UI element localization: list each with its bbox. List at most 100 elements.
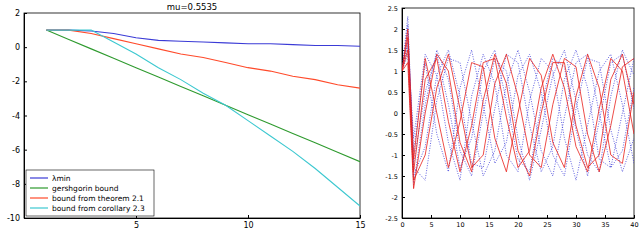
series-line [402, 16, 634, 180]
y-tick: 1.5 [388, 47, 405, 55]
y-tick: 0 [15, 43, 27, 52]
y-tick-mark [24, 116, 27, 117]
x-tick-mark [460, 215, 461, 218]
y-tick: -2 [392, 194, 405, 202]
y-tick-mark [402, 218, 405, 219]
y-tick-label: 1 [394, 68, 398, 76]
plot-area [402, 16, 634, 188]
x-axis-line [25, 218, 361, 219]
x-tick: 20 [514, 215, 522, 229]
y-tick-label: -8 [12, 180, 20, 189]
y-tick: -0.5 [385, 131, 405, 139]
plot-frame [402, 8, 634, 218]
series-line [46, 30, 360, 46]
legend-swatch [30, 187, 48, 188]
x-tick-label: 5 [429, 221, 433, 229]
legend-label: gershgorin bound [52, 184, 119, 193]
y-axis: -10 -8 -6 -4 -2 0 2 [7, 9, 27, 223]
x-tick: 10 [243, 215, 253, 230]
x-tick: 15 [485, 215, 493, 229]
y-tick: -2 [12, 77, 27, 86]
x-tick-mark [605, 215, 606, 218]
y-tick-label: -6 [12, 146, 20, 155]
y-tick-mark [402, 113, 405, 114]
x-tick-label: 40 [630, 221, 638, 229]
y-tick-label: -2.5 [385, 215, 398, 223]
x-tick: 5 [134, 215, 139, 230]
y-tick-mark [402, 197, 405, 198]
x-tick: 10 [456, 215, 464, 229]
y-tick-label: -10 [7, 214, 20, 223]
y-tick-label: -0.5 [385, 131, 398, 139]
y-tick-mark [24, 13, 27, 14]
x-tick: 25 [543, 215, 551, 229]
y-tick: -8 [12, 180, 27, 189]
y-tick-label: 0.5 [388, 89, 398, 97]
series-line [402, 54, 634, 188]
y-tick-mark [24, 47, 27, 48]
series-line [402, 50, 634, 184]
legend-box [26, 170, 154, 216]
x-tick-label: 15 [485, 221, 493, 229]
legend-swatch [30, 177, 48, 178]
y-tick-label: -4 [12, 112, 20, 121]
x-tick-mark [489, 215, 490, 218]
x-tick-mark [431, 215, 432, 218]
y-tick-label: -2 [12, 77, 20, 86]
y-tick-mark [24, 150, 27, 151]
y-tick: 0.5 [388, 89, 405, 97]
x-tick-label: 30 [572, 221, 580, 229]
y-tick: -10 [7, 214, 27, 223]
y-tick: -6 [12, 146, 27, 155]
x-tick-mark [634, 215, 635, 218]
y-tick-mark [402, 155, 405, 156]
y-tick-mark [402, 176, 405, 177]
y-tick: -4 [12, 112, 27, 121]
y-tick-mark [402, 92, 405, 93]
x-tick-label: 0 [400, 221, 404, 229]
y-tick-label: 2.5 [388, 5, 398, 13]
x-tick: 40 [630, 215, 638, 229]
chart-title: mu=0.5535 [167, 2, 218, 12]
y-tick: -2.5 [385, 215, 405, 223]
y-tick-label: 2 [15, 9, 20, 18]
x-tick: 30 [572, 215, 580, 229]
y-tick: 2.5 [388, 5, 405, 13]
y-tick-mark [24, 81, 27, 82]
figure: 51015-10-8-6-4-202mu=0.5535λmingershgori… [0, 0, 640, 233]
legend-label: bound from corollary 2.3 [52, 204, 145, 213]
x-tick-label: 15 [355, 221, 365, 230]
x-tick-mark [360, 215, 361, 218]
y-tick-label: -1.5 [385, 173, 398, 181]
series-line [46, 30, 360, 162]
x-tick-label: 10 [243, 221, 253, 230]
chart: 0 5 10 15 20 25 30 35 40 -2.5 -2 -1.5 -1 -0.5 0 0.5 1 1.5… [385, 5, 638, 229]
legend-label: λmin [52, 174, 71, 183]
y-tick-label: -1 [392, 152, 398, 160]
x-tick: 5 [429, 215, 433, 229]
y-tick: 2 [15, 9, 27, 18]
y-tick-mark [402, 71, 405, 72]
legend: λmingershgorin boundbound from theorem 2… [26, 170, 154, 216]
x-axis: 0 5 10 15 20 25 30 35 40 [400, 215, 638, 229]
legend-swatch [30, 207, 48, 208]
series-line [402, 50, 634, 180]
y-axis: -2.5 -2 -1.5 -1 -0.5 0 0.5 1 1.5 2 2.5 [385, 5, 405, 223]
x-tick-mark [547, 215, 548, 218]
y-tick-label: 0 [394, 110, 398, 118]
x-tick-label: 35 [601, 221, 609, 229]
plot-frame [24, 13, 360, 218]
y-tick-label: 2 [394, 26, 398, 34]
x-tick-label: 5 [134, 221, 139, 230]
series-line [46, 30, 360, 88]
x-tick-label: 25 [543, 221, 551, 229]
y-tick-mark [24, 218, 27, 219]
x-tick: 35 [601, 215, 609, 229]
y-tick-label: 0 [15, 43, 20, 52]
y-tick-mark [402, 29, 405, 30]
x-axis-line [403, 218, 635, 219]
x-tick: 15 [355, 215, 365, 230]
y-tick-mark [402, 8, 405, 9]
x-tick-mark [248, 215, 249, 218]
y-tick: 0 [394, 110, 405, 118]
